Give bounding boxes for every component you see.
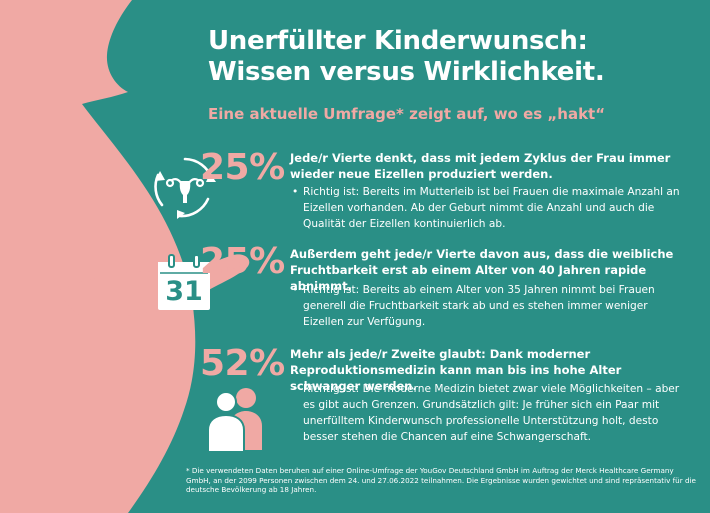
fact-text: Richtig ist: Bereits ab einem Alter von … xyxy=(303,284,655,328)
stat-percent-3: 52% xyxy=(200,343,285,384)
finding-fact-3: • Richtig ist: Die moderne Medizin biete… xyxy=(290,381,690,445)
finding-claim-1: Jede/r Vierte denkt, dass mit jedem Zykl… xyxy=(290,151,671,181)
calendar-icon xyxy=(158,254,210,310)
couple-icon xyxy=(207,388,262,453)
calendar-day-number: 31 xyxy=(165,276,203,307)
uterus-cycle-icon xyxy=(154,157,216,219)
title-line-2: Wissen versus Wirklichkeit. xyxy=(208,57,605,87)
finding-fact-2: • Richtig ist: Bereits ab einem Alter vo… xyxy=(290,282,690,330)
bullet-marker: • xyxy=(292,186,299,198)
page-title: Unerfüllter Kinderwunsch: Wissen versus … xyxy=(208,26,688,88)
finding-fact-1: • Richtig ist: Bereits im Mutterleib ist… xyxy=(290,184,690,232)
finding-claim-2: Außerdem geht jede/r Vierte davon aus, d… xyxy=(290,247,674,293)
page-subtitle: Eine aktuelle Umfrage* zeigt auf, wo es … xyxy=(208,105,606,123)
survey-footnote: * Die verwendeten Daten beruhen auf eine… xyxy=(186,466,696,494)
title-line-1: Unerfüllter Kinderwunsch: xyxy=(208,26,588,56)
stat-percent-2: 25% xyxy=(200,241,285,282)
bullet-marker: • xyxy=(292,284,299,296)
finding-claim-3: Mehr als jede/r Zweite glaubt: Dank mode… xyxy=(290,347,622,393)
stat-percent-1: 25% xyxy=(200,147,285,188)
bullet-marker: • xyxy=(292,383,299,395)
fact-text: Richtig ist: Die moderne Medizin bietet … xyxy=(303,383,680,443)
fact-text: Richtig ist: Bereits im Mutterleib ist b… xyxy=(303,186,680,230)
